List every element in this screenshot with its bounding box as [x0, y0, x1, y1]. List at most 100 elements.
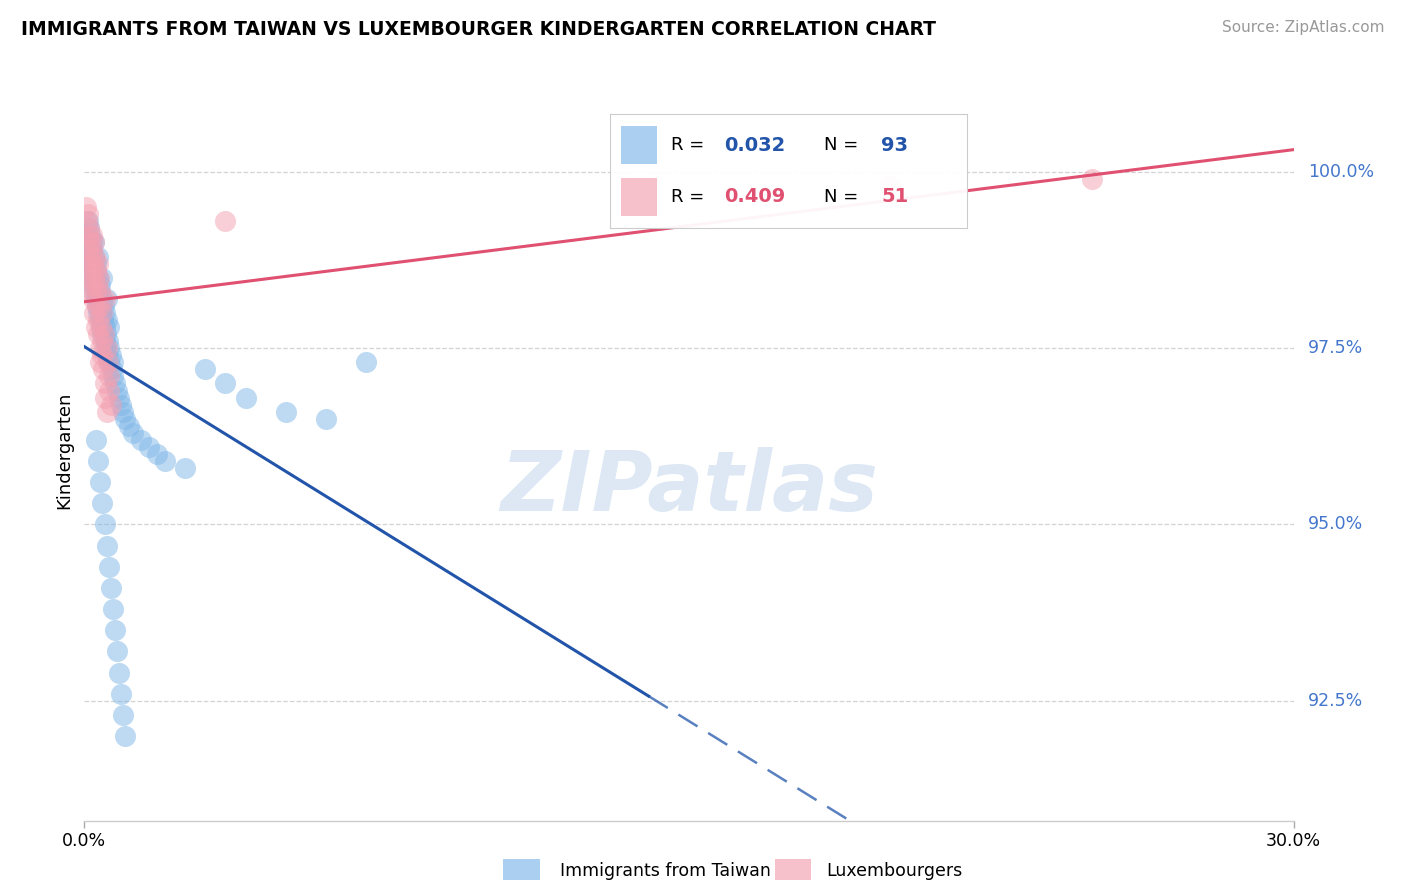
Point — [138, 440, 160, 454]
Point — [96, 341, 118, 355]
Point — [87, 313, 110, 327]
Point — [89, 285, 111, 299]
Point — [83, 270, 105, 285]
Point — [80, 228, 103, 243]
Point — [77, 257, 100, 271]
Point — [76, 214, 98, 228]
Point — [91, 292, 114, 306]
Point — [96, 313, 118, 327]
Point — [89, 277, 111, 292]
Point — [101, 602, 124, 616]
Point — [86, 299, 108, 313]
Point — [87, 454, 110, 468]
Point — [80, 270, 103, 285]
Point — [80, 250, 103, 264]
Point — [274, 405, 297, 419]
Point — [77, 257, 100, 271]
Point — [82, 277, 104, 292]
Point — [153, 454, 176, 468]
Point — [87, 327, 110, 342]
Point — [87, 250, 110, 264]
Point — [96, 405, 118, 419]
Point — [76, 228, 98, 243]
Point — [107, 665, 129, 680]
Point — [107, 391, 129, 405]
Point — [83, 285, 105, 299]
Point — [111, 707, 134, 722]
Point — [84, 270, 107, 285]
Point — [100, 348, 122, 362]
Point — [91, 270, 114, 285]
Point — [91, 334, 114, 348]
Point — [83, 250, 105, 264]
Point — [82, 243, 104, 257]
Text: Immigrants from Taiwan: Immigrants from Taiwan — [560, 862, 770, 880]
Point — [91, 313, 114, 327]
Point — [114, 411, 136, 425]
Point — [77, 221, 100, 235]
Point — [96, 292, 118, 306]
Point — [93, 334, 115, 348]
Point — [80, 250, 103, 264]
Point — [82, 263, 104, 277]
Point — [101, 355, 124, 369]
Point — [86, 263, 108, 277]
Point — [79, 228, 101, 243]
Point — [79, 243, 101, 257]
Point — [75, 228, 97, 243]
Point — [94, 306, 117, 320]
Y-axis label: Kindergarten: Kindergarten — [55, 392, 73, 509]
Point — [93, 327, 115, 342]
Point — [315, 411, 337, 425]
Point — [79, 270, 101, 285]
Text: 100.0%: 100.0% — [1308, 163, 1374, 181]
Point — [879, 179, 901, 194]
Point — [98, 341, 121, 355]
Point — [118, 418, 141, 433]
Point — [84, 250, 107, 264]
Point — [110, 687, 132, 701]
Point — [86, 277, 108, 292]
Point — [86, 320, 108, 334]
Point — [76, 214, 98, 228]
Point — [77, 250, 100, 264]
Point — [91, 327, 114, 342]
Point — [356, 355, 378, 369]
Point — [97, 559, 120, 574]
Point — [100, 362, 122, 376]
Point — [87, 270, 110, 285]
Point — [97, 369, 120, 384]
Point — [98, 384, 121, 398]
Point — [104, 624, 127, 638]
Point — [82, 257, 104, 271]
Point — [100, 398, 122, 412]
Point — [94, 341, 117, 355]
Point — [97, 320, 120, 334]
Point — [86, 433, 108, 447]
Point — [91, 348, 114, 362]
Point — [104, 376, 127, 391]
Point — [84, 285, 107, 299]
Point — [93, 517, 115, 532]
Point — [214, 214, 236, 228]
Point — [91, 362, 114, 376]
Point — [82, 257, 104, 271]
Point — [146, 447, 169, 461]
Point — [1081, 172, 1104, 186]
Point — [89, 313, 111, 327]
Point — [97, 355, 120, 369]
Point — [89, 292, 111, 306]
Point — [91, 306, 114, 320]
Point — [75, 200, 97, 214]
Point — [83, 235, 105, 250]
Point — [96, 348, 118, 362]
Point — [89, 299, 111, 313]
Point — [77, 243, 100, 257]
Point — [194, 362, 217, 376]
Point — [105, 644, 128, 658]
Point — [79, 263, 101, 277]
Text: ZIPatlas: ZIPatlas — [501, 447, 877, 528]
Point — [79, 285, 101, 299]
Point — [94, 391, 117, 405]
Point — [82, 277, 104, 292]
